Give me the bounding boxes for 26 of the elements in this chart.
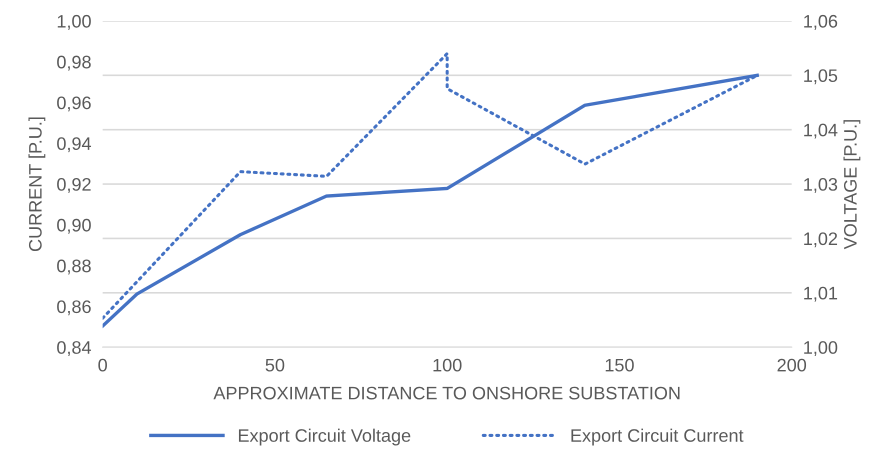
y2-axis-title: VOLTAGE [P.U.] <box>844 120 860 250</box>
y2-tick-label: 1,04 <box>804 124 838 139</box>
y-tick-label: 0,94 <box>57 137 92 152</box>
y-tick-label: 0,88 <box>57 260 91 274</box>
x-axis-title: APPROXIMATE DISTANCE TO ONSHORE SUBSTATION <box>213 386 680 400</box>
y2-tick-label: 1,03 <box>804 178 838 193</box>
y-tick-label: 0,96 <box>57 96 91 112</box>
y-tick-label: 0,84 <box>57 341 92 356</box>
y-tick-label: 0,92 <box>57 178 91 193</box>
x-tick-label: 100 <box>433 358 462 372</box>
legend-label: Export Circuit Current <box>571 428 744 446</box>
y2-tick-label: 1,06 <box>804 14 838 30</box>
legend-label: Export Circuit Voltage <box>238 428 410 446</box>
x-tick-label: 150 <box>606 358 634 372</box>
y-axis-title: CURRENT [P.U.] <box>28 117 46 252</box>
x-tick-label: 50 <box>266 358 284 372</box>
y2-tick-label: 1,01 <box>804 286 838 302</box>
y-tick-label: 0,90 <box>57 218 91 234</box>
x-tick-label: 0 <box>98 358 107 372</box>
y2-tick-label: 1,00 <box>804 341 838 356</box>
y-tick-label: 0,86 <box>57 300 91 316</box>
y-tick-label: 1,00 <box>58 14 91 30</box>
y2-tick-label: 1,05 <box>804 69 838 84</box>
x-tick-label: 200 <box>778 358 806 372</box>
y-tick-label: 0,98 <box>57 56 91 71</box>
y2-tick-label: 1,02 <box>804 232 838 248</box>
